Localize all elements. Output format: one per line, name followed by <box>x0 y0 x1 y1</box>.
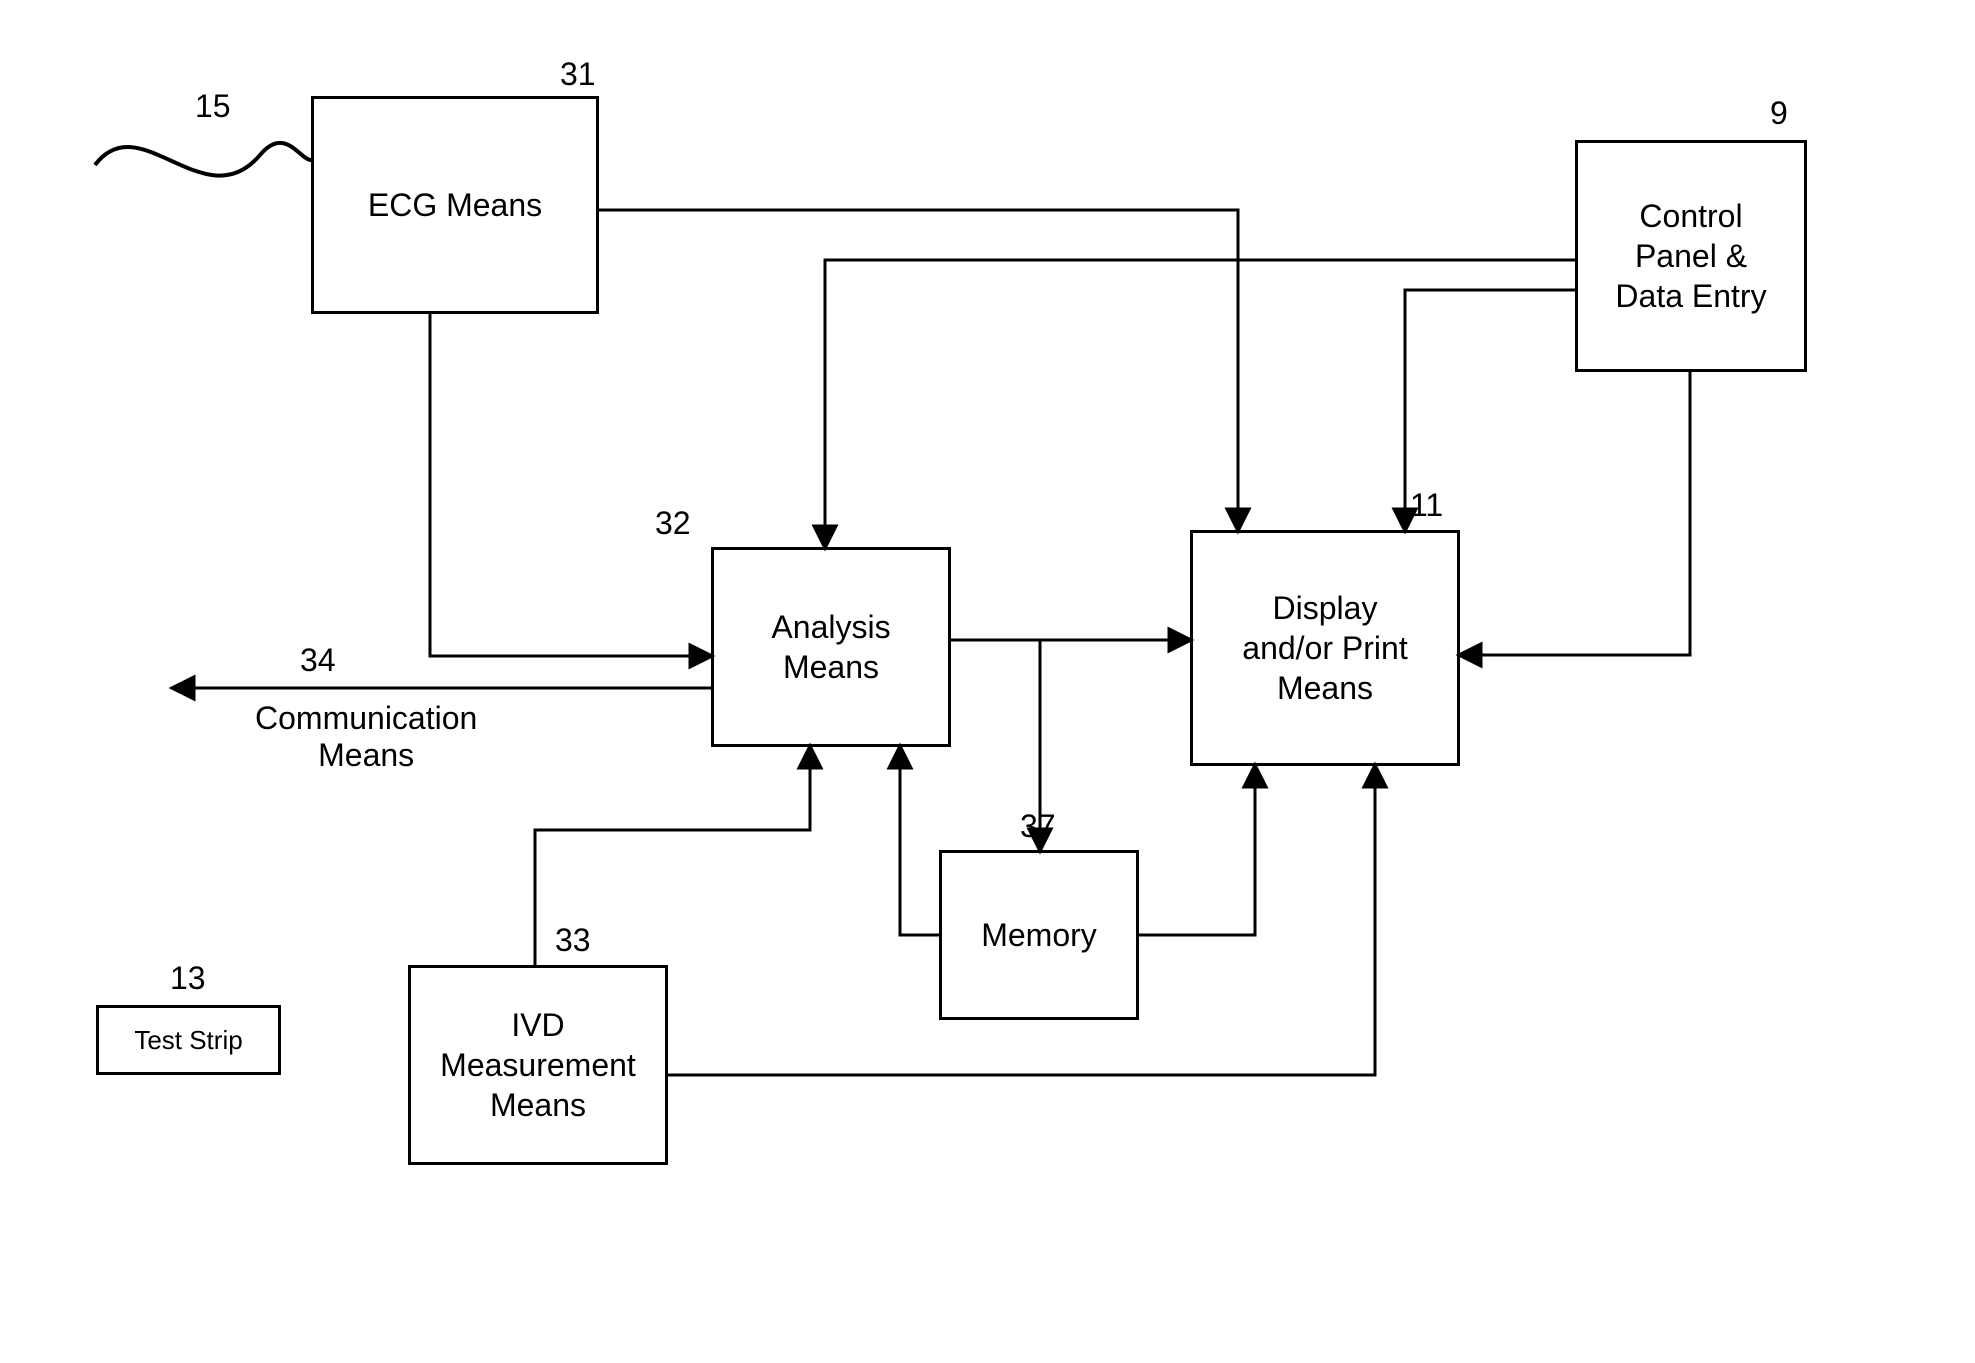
edge-ecg_right-display_top_left <box>599 210 1238 530</box>
display-means-box: Display and/or Print Means <box>1190 530 1460 766</box>
lead-wire-squiggle <box>95 143 311 176</box>
test-strip-box: Test Strip <box>96 1005 281 1075</box>
edge-ecg_bottom-analysis_left_upper <box>430 314 711 656</box>
ecg-means-ref: 31 <box>560 56 596 93</box>
edge-control_left_upper-analysis_top <box>825 260 1575 547</box>
test-strip-label: Test Strip <box>134 1024 242 1057</box>
display-means-label: Display and/or Print Means <box>1242 588 1407 708</box>
display-means-ref: 11 <box>1410 487 1443 524</box>
edge-memory_left-analysis_bottom_right <box>900 747 939 935</box>
analysis-means-ref: 32 <box>655 505 691 542</box>
control-panel-label: Control Panel & Data Entry <box>1615 196 1766 316</box>
memory-label: Memory <box>981 915 1097 955</box>
control-panel-box: Control Panel & Data Entry <box>1575 140 1807 372</box>
ecg-means-box: ECG Means <box>311 96 599 314</box>
edge-memory_right-display_bottom_left <box>1139 766 1255 935</box>
control-panel-ref: 9 <box>1770 95 1788 132</box>
lead-wire-ref: 15 <box>195 88 231 125</box>
analysis-means-box: Analysis Means <box>711 547 951 747</box>
memory-box: Memory <box>939 850 1139 1020</box>
edge-control_bottom-display_right <box>1460 372 1690 655</box>
communication-ref: 34 <box>300 642 336 679</box>
analysis-means-label: Analysis Means <box>771 607 890 687</box>
ivd-means-box: IVD Measurement Means <box>408 965 668 1165</box>
ivd-means-ref: 33 <box>555 922 591 959</box>
memory-ref: 37 <box>1020 808 1056 845</box>
ivd-means-label: IVD Measurement Means <box>440 1005 636 1125</box>
ecg-means-label: ECG Means <box>368 185 542 225</box>
test-strip-ref: 13 <box>170 960 206 997</box>
communication-label: Communication Means <box>255 700 477 774</box>
